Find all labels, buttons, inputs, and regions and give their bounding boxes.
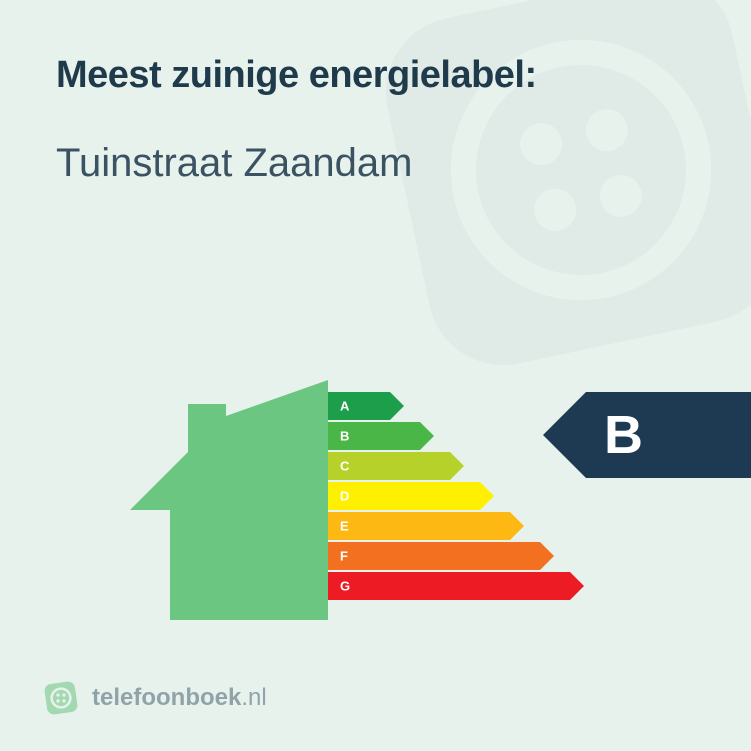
bar-label: D [340, 489, 349, 504]
bar-label: A [340, 399, 349, 414]
bar-label: F [340, 549, 348, 564]
bar-label: E [340, 519, 349, 534]
badge-arrow [543, 392, 586, 478]
badge-body: B [586, 392, 751, 478]
bar-label: C [340, 459, 349, 474]
energy-badge: B [543, 392, 751, 478]
location-subtitle: Tuinstraat Zaandam [56, 141, 695, 186]
bar-label: G [340, 579, 350, 594]
bar-label: B [340, 429, 349, 444]
badge-letter: B [604, 404, 643, 466]
page-title: Meest zuinige energielabel: [56, 54, 695, 97]
